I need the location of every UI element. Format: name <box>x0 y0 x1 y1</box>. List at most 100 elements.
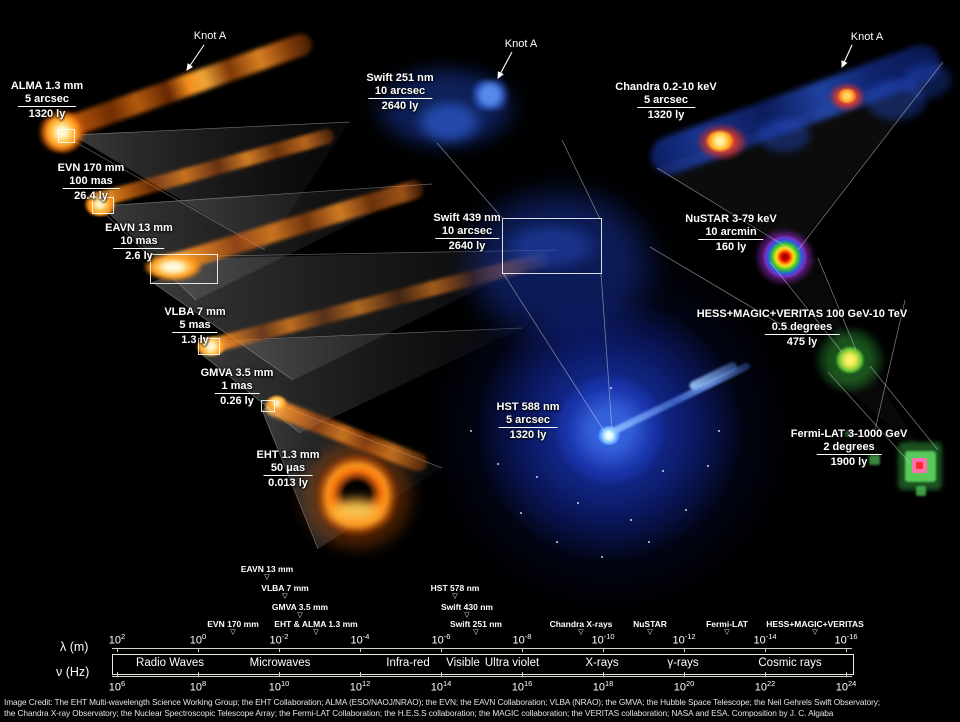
alma-inset-box <box>58 129 75 143</box>
lambda-tick: 10-16 <box>834 632 858 647</box>
lambda-tickmark <box>684 648 685 652</box>
chandra-core-red <box>698 125 746 159</box>
obs-distance: 2.6 ly <box>125 250 153 263</box>
obs-distance: 1900 ly <box>830 456 868 469</box>
nu-tickmark <box>360 672 361 676</box>
obs-name: EVN 170 mm <box>57 162 125 174</box>
star-dot <box>610 387 612 389</box>
obs-name: EHT 1.3 mm <box>256 449 320 461</box>
obs-scale-bar: 10 arcsec <box>434 225 500 240</box>
chandra-knot-a-orange <box>838 89 856 103</box>
star-dot <box>630 519 632 521</box>
obs-name: GMVA 3.5 mm <box>200 367 274 379</box>
nu-tickmark <box>603 672 604 676</box>
spectrum-pointer-gmva-3-5-mm: GMVA 3.5 mm ▽ <box>272 602 328 619</box>
lambda-tickmark <box>198 648 199 652</box>
spectrum-band-box <box>112 654 854 675</box>
down-triangle-icon: ▽ <box>313 629 319 637</box>
fermi-speck-2 <box>916 486 926 496</box>
observation-label-hess: HESS+MAGIC+VERITAS 100 GeV-10 TeV 0.5 deg… <box>697 308 908 349</box>
obs-distance: 1.3 ly <box>181 334 209 347</box>
pointer-text: Fermi-LAT <box>706 619 748 629</box>
eht-bright-crescent <box>322 496 390 526</box>
vlba-jet-image <box>206 251 551 354</box>
star-dot <box>470 430 472 432</box>
observation-label-alma: ALMA 1.3 mm 5 arcsec 1320 ly <box>11 80 83 121</box>
pointer-text: EHT & ALMA 1.3 mm <box>274 619 358 629</box>
nu-tickmark <box>279 672 280 676</box>
lambda-tickmark <box>117 648 118 652</box>
lambda-tickmark <box>360 648 361 652</box>
star-dot <box>536 476 538 478</box>
spectrum-pointer-swift-430-nm: Swift 430 nm ▽ <box>441 602 493 620</box>
lambda-tickmark <box>603 648 604 652</box>
band-label--rays: γ-rays <box>667 657 699 669</box>
lambda-tick: 10-10 <box>591 632 615 647</box>
observation-label-chandra: Chandra 0.2-10 keV 5 arcsec 1320 ly <box>615 81 717 122</box>
nu-tickmark <box>522 672 523 676</box>
star-dot <box>685 509 687 511</box>
hst-inner-glow <box>556 376 664 484</box>
band-label-radio-waves: Radio Waves <box>136 657 204 669</box>
obs-distance: 160 ly <box>715 241 747 254</box>
observation-label-hst: HST 588 nm 5 arcsec 1320 ly <box>497 401 560 442</box>
nu-axis-line <box>112 676 852 677</box>
obs-distance: 26.4 ly <box>74 190 108 203</box>
obs-scale-bar: 50 μas <box>263 462 313 477</box>
down-triangle-icon: ▽ <box>578 629 584 637</box>
down-triangle-icon: ▽ <box>464 612 470 620</box>
lambda-tick: 10-4 <box>350 632 370 647</box>
spectrum-pointer-evn-170-mm: EVN 170 mm ▽ <box>207 619 259 637</box>
lambda-tickmark <box>765 648 766 652</box>
lambda-tick: 10-14 <box>753 632 777 647</box>
nu-tickmark <box>684 672 685 676</box>
nu-tickmark <box>441 672 442 676</box>
down-triangle-icon: ▽ <box>452 593 458 601</box>
obs-name: Swift 251 nm <box>366 72 434 84</box>
down-triangle-icon: ▽ <box>282 593 288 601</box>
observation-label-eavn: EAVN 13 mm 10 mas 2.6 ly <box>105 222 173 263</box>
star-dot <box>577 502 579 504</box>
lambda-axis-line <box>112 648 852 649</box>
band-label-infra-red: Infra-red <box>386 657 430 669</box>
obs-name: Chandra 0.2-10 keV <box>615 81 717 93</box>
band-label-ultra-violet: Ultra violet <box>484 657 540 669</box>
spectrum-pointer-nustar: NuSTAR ▽ <box>633 619 667 636</box>
pointer-text: VLBA 7 mm <box>261 583 309 593</box>
chandra-core-yellow <box>707 131 733 151</box>
pointer-text: HESS+MAGIC+VERITAS <box>766 619 864 629</box>
lambda-tickmark <box>522 648 523 652</box>
obs-distance: 1320 ly <box>28 108 66 121</box>
obs-name: HST 588 nm <box>496 401 560 413</box>
nu-tick: 106 <box>108 679 126 694</box>
down-triangle-icon: ▽ <box>230 629 236 637</box>
observation-label-swift-uv: Swift 251 nm 10 arcsec 2640 ly <box>366 72 433 113</box>
fermi-blob-red <box>916 462 923 469</box>
pointer-text: NuSTAR <box>633 619 667 629</box>
hst-outer-halo <box>428 248 792 612</box>
down-triangle-icon: ▽ <box>724 629 730 637</box>
lambda-tick: 10-2 <box>269 632 289 647</box>
obs-name: NuSTAR 3-79 keV <box>685 213 777 225</box>
observation-label-swift-opt: Swift 439 nm 10 arcsec 2640 ly <box>433 212 500 253</box>
down-triangle-icon: ▽ <box>473 629 479 637</box>
nu-tick: 1010 <box>268 679 290 694</box>
knot-a-label-chandra: Knot A <box>850 31 884 43</box>
star-dot <box>520 512 522 514</box>
evn-jet-image <box>90 127 336 209</box>
star-dot <box>497 463 499 465</box>
lambda-tick: 102 <box>108 632 126 647</box>
eht-black-hole-ring <box>312 452 402 538</box>
down-triangle-icon: ▽ <box>264 574 270 582</box>
spectrum-pointer-vlba-7-mm: VLBA 7 mm ▽ <box>261 583 309 601</box>
chandra-blue-clump-3 <box>903 62 951 98</box>
obs-distance: 1320 ly <box>509 429 547 442</box>
star-dot <box>648 541 650 543</box>
fermi-blob-bright <box>905 451 936 482</box>
swift-optical-inset-box <box>502 218 602 274</box>
knot-a-label-alma: Knot A <box>193 30 227 42</box>
band-label-x-rays: X-rays <box>585 657 619 669</box>
lambda-tickmark <box>441 648 442 652</box>
star-dot <box>662 470 664 472</box>
fermi-blob-pink <box>912 458 927 473</box>
